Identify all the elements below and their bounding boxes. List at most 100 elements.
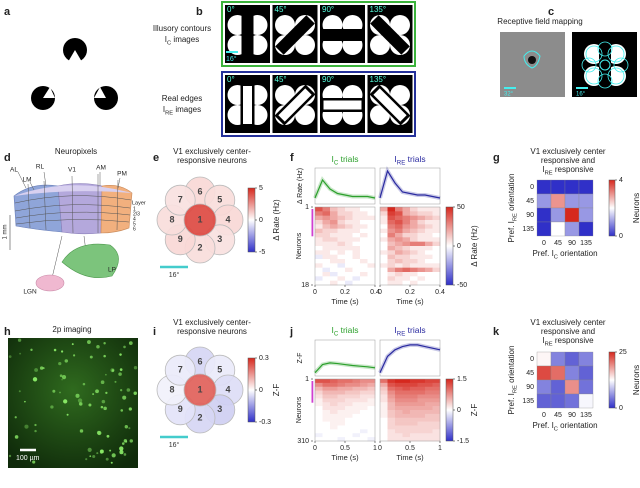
nucleus-label: LGN xyxy=(23,289,37,296)
trial-title-part: C xyxy=(334,159,339,166)
heat-cell xyxy=(387,276,396,281)
nucleus-label: LP xyxy=(108,267,116,274)
heat-cell xyxy=(387,207,396,212)
angle-label: 0° xyxy=(227,5,235,14)
heat-cell xyxy=(432,382,441,388)
heat-cell xyxy=(337,207,346,212)
heat-cell xyxy=(367,413,376,419)
heat-cell xyxy=(337,417,346,422)
cell xyxy=(118,372,122,376)
heat-cell xyxy=(380,379,388,384)
matrix-cell xyxy=(564,393,580,409)
stimulus-bar xyxy=(274,84,316,126)
cell xyxy=(32,377,38,382)
heat-cell xyxy=(395,437,403,442)
heat-cell xyxy=(425,254,433,260)
panel-title: responsive neurons xyxy=(177,156,247,165)
heat-cell xyxy=(360,433,368,438)
heat-cell xyxy=(380,425,388,430)
panel-title: V1 exclusively center xyxy=(530,318,605,327)
cell xyxy=(75,393,80,398)
heat-cell xyxy=(380,413,388,419)
heat-cell xyxy=(410,379,418,384)
cell xyxy=(96,430,101,435)
cell xyxy=(19,352,22,355)
colorbar-label: Z-F xyxy=(470,404,479,417)
cell xyxy=(24,400,26,403)
heat-cell xyxy=(360,246,368,251)
x-tick-label: 45 xyxy=(554,412,562,419)
heat-cell xyxy=(367,390,376,395)
heat-cell xyxy=(432,417,441,422)
psth-frame xyxy=(379,167,441,205)
heat-cell xyxy=(345,413,353,419)
x-tick-label: 90 xyxy=(568,240,576,247)
heat-cell xyxy=(367,437,376,442)
cell xyxy=(128,341,133,346)
panel-title: V1 exclusively center- xyxy=(173,318,251,327)
heat-cell xyxy=(330,259,338,264)
heat-cell xyxy=(337,413,346,419)
heat-cell xyxy=(402,267,411,273)
heat-cell xyxy=(345,233,353,238)
x-tick-label: 0.2 xyxy=(405,289,415,296)
c-title: Receptive field mapping xyxy=(497,17,582,26)
heat-cell xyxy=(380,224,388,229)
heat-cell xyxy=(345,211,353,216)
trial-title-part: trials xyxy=(405,154,425,164)
colorbar-label: Neurons xyxy=(632,365,640,395)
heat-cell xyxy=(380,394,388,399)
heat-cell xyxy=(425,413,433,419)
heat-cell xyxy=(432,276,441,281)
heat-cell xyxy=(432,259,441,264)
x-tick-label: 0 xyxy=(313,289,317,296)
heat-cell xyxy=(387,382,396,388)
heat-cell xyxy=(330,386,338,391)
rf-position xyxy=(183,373,217,407)
heat-cell xyxy=(360,402,368,407)
layer-label: 1 xyxy=(133,206,136,212)
trial-title-part: I xyxy=(394,325,396,335)
rf-label: 6 xyxy=(197,356,202,366)
matrix-cell xyxy=(536,179,552,195)
heat-cell xyxy=(352,228,361,234)
scale-label: 16° xyxy=(169,271,180,279)
heat-cell xyxy=(410,259,418,264)
heat-cell xyxy=(380,211,388,216)
heat-cell xyxy=(360,280,368,286)
heat-cell xyxy=(380,276,388,281)
heat-cell xyxy=(367,215,376,221)
cell xyxy=(77,398,83,403)
heat-cell xyxy=(417,233,426,238)
heat-cell xyxy=(410,215,418,221)
y-tick-label: 135 xyxy=(522,226,534,233)
x-tick-label: 1 xyxy=(438,445,442,452)
rf-label: 3 xyxy=(217,404,222,414)
heat-cell xyxy=(425,394,433,399)
heat-cell xyxy=(387,421,396,426)
cell xyxy=(89,455,92,458)
heat-cell xyxy=(367,379,376,384)
heat-cell xyxy=(417,413,426,419)
colorbar-tick-label: -0.3 xyxy=(259,419,271,426)
heat-cell xyxy=(330,207,338,212)
y-tick-label: 135 xyxy=(522,398,534,405)
heat-cell xyxy=(387,241,396,247)
heat-cell xyxy=(330,429,338,434)
heat-cell xyxy=(417,429,426,434)
heat-cell xyxy=(395,246,403,251)
panel-title: IRE responsive xyxy=(542,336,594,347)
heat-cell xyxy=(345,220,353,225)
heat-cell xyxy=(432,402,441,407)
heat-cell xyxy=(322,429,331,434)
heat-cell xyxy=(367,402,376,407)
inducer xyxy=(370,105,390,125)
heat-cell xyxy=(315,228,323,234)
matrix-cell xyxy=(564,207,580,223)
heat-cell xyxy=(360,382,368,388)
layer-label: 5 xyxy=(133,221,136,227)
cell xyxy=(100,380,105,385)
illusory-bar xyxy=(370,15,410,55)
notch xyxy=(68,50,82,62)
